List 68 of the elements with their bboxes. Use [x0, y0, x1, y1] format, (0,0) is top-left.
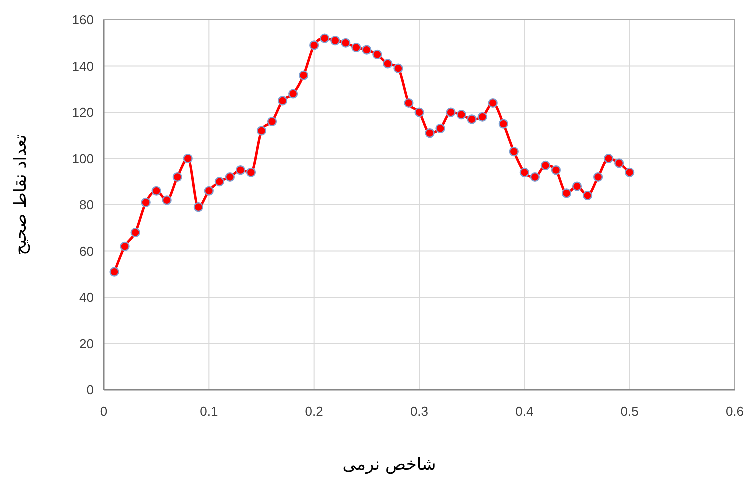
point: [436, 124, 446, 134]
point: [625, 168, 635, 178]
x-tick-label: 0.5: [620, 404, 639, 419]
point: [593, 172, 604, 182]
point: [120, 242, 130, 252]
point: [478, 112, 488, 122]
x-tick-label: 0.3: [410, 404, 429, 419]
y-tick-label: 20: [80, 336, 94, 352]
point: [183, 154, 193, 164]
point: [604, 154, 614, 164]
point: [383, 59, 393, 69]
point: [562, 188, 572, 198]
y-tick-label: 40: [80, 290, 94, 305]
point: [394, 64, 404, 74]
point: [204, 186, 214, 196]
point: [341, 38, 351, 48]
point: [425, 128, 435, 138]
x-tick-label: 0.1: [200, 404, 218, 419]
point: [540, 160, 550, 170]
y-tick-label: 0: [86, 382, 94, 398]
x-axis-title: شاخص نرمی: [342, 455, 436, 475]
point: [152, 186, 162, 196]
point: [509, 147, 519, 157]
x-tick-label: 0: [100, 404, 108, 419]
point: [236, 166, 246, 176]
y-axis-title: تعداد نقاط صحیح: [11, 134, 31, 256]
point: [130, 228, 140, 238]
point: [330, 36, 340, 46]
y-tick-label: 120: [72, 105, 94, 120]
x-tick-label: 0.6: [726, 404, 744, 419]
y-tick-label: 80: [80, 198, 94, 212]
point: [172, 172, 182, 182]
point: [214, 177, 224, 187]
point: [404, 98, 414, 108]
point: [278, 96, 288, 106]
point: [194, 202, 204, 212]
y-tick-label: 160: [72, 12, 94, 28]
point: [551, 166, 562, 176]
point: [456, 110, 466, 120]
point: [572, 182, 582, 192]
y-tick-label: 100: [72, 151, 94, 166]
point: [352, 42, 362, 53]
point: [320, 34, 330, 44]
x-tick-label: 0.4: [516, 404, 534, 419]
x-tick-label: 0.2: [305, 404, 324, 419]
y-tick-label: 140: [72, 58, 94, 74]
point: [498, 119, 508, 129]
point: [467, 114, 477, 124]
y-tick-label: 60: [80, 244, 94, 259]
point: [246, 168, 256, 178]
point: [530, 172, 540, 182]
point: [582, 190, 593, 201]
point: [299, 70, 309, 80]
point: [362, 45, 372, 55]
point: [414, 108, 424, 118]
point: [141, 198, 151, 208]
point: [256, 126, 267, 136]
point: [614, 158, 624, 168]
point: [310, 40, 320, 50]
point: [488, 98, 498, 108]
point: [372, 50, 382, 60]
point: [520, 168, 530, 178]
point: [446, 108, 456, 118]
point: [162, 196, 172, 206]
point: [110, 267, 120, 277]
point: [288, 89, 298, 99]
point: [225, 172, 235, 182]
point: [267, 116, 278, 127]
